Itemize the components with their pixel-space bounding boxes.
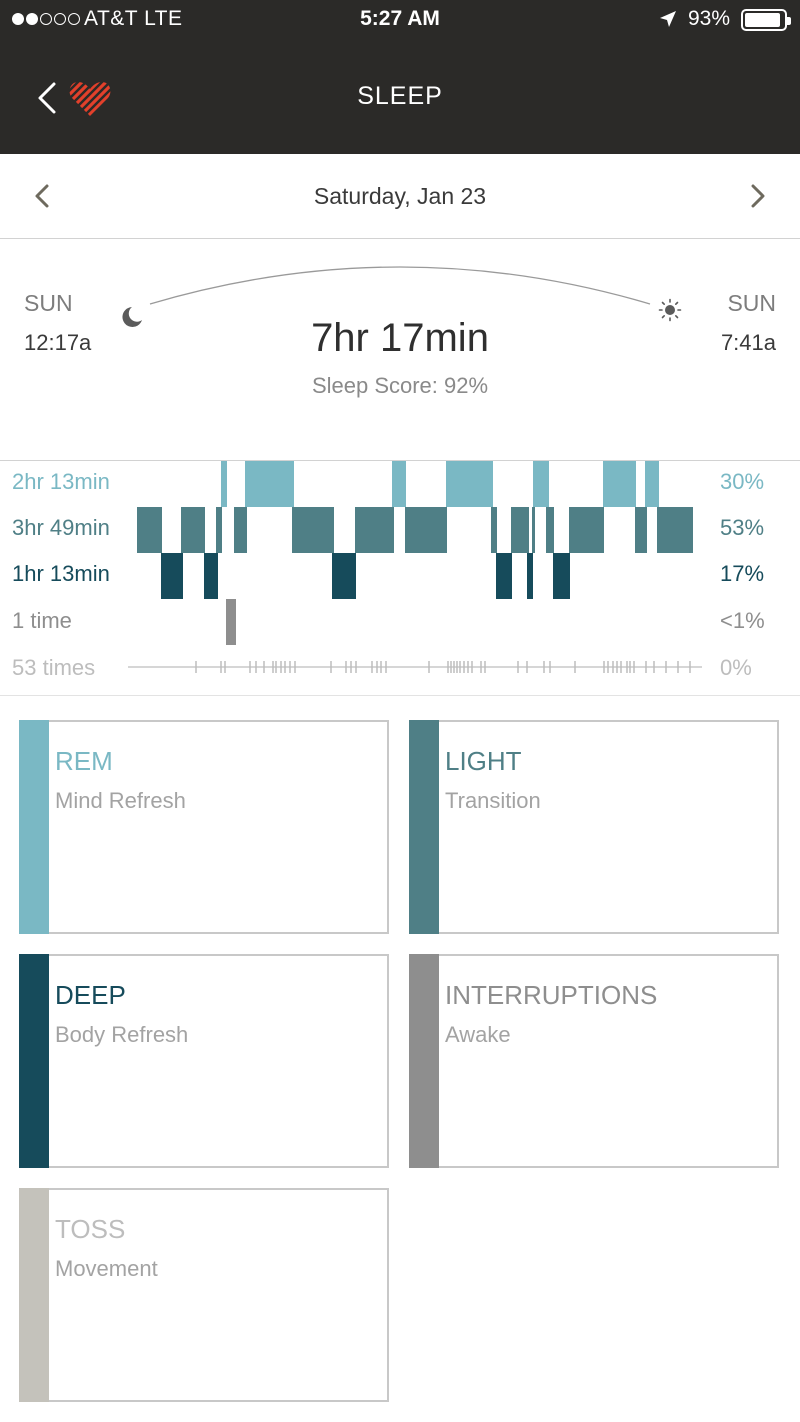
- toss-card[interactable]: TOSS Movement: [19, 1188, 389, 1402]
- light-duration: 3hr 49min: [12, 515, 110, 540]
- toss-color-bar: [19, 1188, 49, 1402]
- total-sleep-duration: 7hr 17min: [311, 316, 489, 360]
- sun-icon: [658, 298, 682, 322]
- battery-icon: [741, 9, 791, 31]
- location-arrow-icon: [660, 11, 676, 27]
- light-color-bar: [409, 720, 439, 934]
- light-card[interactable]: LIGHT Transition: [409, 720, 779, 934]
- interruptions-color-bar: [409, 954, 439, 1168]
- date-navigator: Saturday, Jan 23: [0, 154, 800, 239]
- rem-card-title: REM: [55, 746, 113, 776]
- deep-card-title: DEEP: [55, 980, 126, 1010]
- interruptions-count: 1 time: [12, 608, 72, 633]
- sleep-stage-graph: [128, 461, 702, 673]
- rem-color-bar: [19, 720, 49, 934]
- rem-card[interactable]: REM Mind Refresh: [19, 720, 389, 934]
- deep-card[interactable]: DEEP Body Refresh: [19, 954, 389, 1168]
- status-time: 5:27 AM: [360, 7, 440, 30]
- carrier-label: AT&T LTE: [84, 7, 183, 30]
- light-segments: [137, 507, 693, 553]
- toss-card-subtitle: Movement: [55, 1256, 158, 1281]
- moon-icon: [122, 307, 142, 327]
- bedtime-time: 12:17a: [24, 330, 92, 355]
- date-label: Saturday, Jan 23: [313, 183, 487, 209]
- rem-card-subtitle: Mind Refresh: [55, 788, 186, 813]
- toss-ticks: [195, 661, 691, 673]
- light-card-subtitle: Transition: [445, 788, 541, 813]
- rem-segments: [221, 461, 659, 507]
- deep-segments: [161, 553, 570, 599]
- sleep-stage-chart: 2hr 13min 30% 3hr 49min 53% 1hr 13min 17…: [0, 460, 800, 696]
- sleep-score: Sleep Score: 92%: [311, 373, 489, 398]
- light-card-title: LIGHT: [445, 746, 522, 776]
- interruptions-card-title: INTERRUPTIONS: [445, 980, 658, 1010]
- status-bar: AT&T LTE 5:27 AM 93%: [0, 0, 800, 40]
- deep-card-subtitle: Body Refresh: [55, 1022, 189, 1047]
- rem-percentage: 30%: [720, 469, 765, 494]
- next-day-button[interactable]: [742, 180, 772, 212]
- light-percentage: 53%: [720, 515, 765, 540]
- sleep-summary: SUN 12:17a SUN 7:41a 7hr 17min Sleep Sco…: [0, 240, 800, 460]
- toss-count: 53 times: [12, 655, 96, 680]
- signal-strength-icon: [12, 13, 82, 27]
- interruptions-percentage: <1%: [720, 608, 765, 633]
- sleep-arc: [149, 266, 651, 305]
- back-button[interactable]: [32, 78, 64, 118]
- toss-card-title: TOSS: [55, 1214, 126, 1244]
- heart-logo-icon: [69, 82, 111, 116]
- bedtime-day: SUN: [24, 290, 73, 316]
- interruptions-card[interactable]: INTERRUPTIONS Awake: [409, 954, 779, 1168]
- interruption-segment: [226, 599, 236, 645]
- toss-percentage: 0%: [720, 655, 752, 680]
- deep-color-bar: [19, 954, 49, 1168]
- page-title: SLEEP: [357, 82, 443, 110]
- interruptions-card-subtitle: Awake: [445, 1022, 511, 1047]
- battery-percentage: 93%: [688, 7, 731, 30]
- wake-day: SUN: [727, 290, 776, 316]
- deep-percentage: 17%: [720, 561, 765, 586]
- deep-duration: 1hr 13min: [12, 561, 110, 586]
- rem-duration: 2hr 13min: [12, 469, 110, 494]
- wake-time: 7:41a: [720, 330, 776, 355]
- app-header: AT&T LTE 5:27 AM 93% SLEEP: [0, 0, 800, 154]
- previous-day-button[interactable]: [28, 180, 58, 212]
